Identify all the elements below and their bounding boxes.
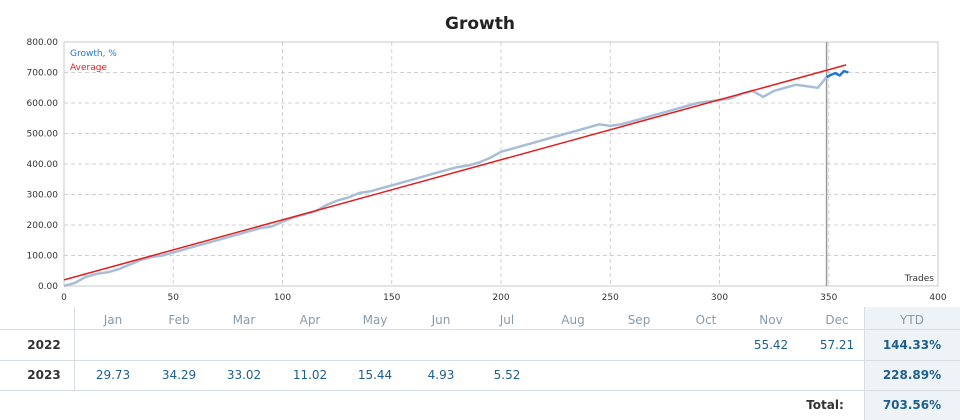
month-header: Dec [825, 313, 849, 327]
month-value: 34.29 [161, 368, 197, 382]
y-tick-label: 600.00 [27, 99, 59, 109]
month-header: Mar [232, 313, 256, 327]
monthly-growth-table: Jan Feb Mar Apr May Jun Jul Aug Sep Oct Nov Dec YTD 2… [0, 307, 960, 420]
y-tick-label: 500.00 [27, 130, 59, 140]
ytd-value: 228.89% [882, 368, 942, 382]
average-series-line [63, 64, 847, 281]
ytd-column-background [864, 307, 960, 420]
year-column-divider [74, 307, 75, 391]
ytd-header: YTD [900, 313, 924, 327]
ytd-value: 144.33% [882, 338, 942, 352]
x-tick-label: 0 [61, 293, 67, 303]
row-divider [0, 360, 960, 361]
axis-ticks: 0.00 100.00 200.00 300.00 400.00 500.00 600.00… [27, 38, 947, 303]
month-value: 11.02 [292, 368, 328, 382]
y-tick-label: 200.00 [27, 221, 59, 231]
y-tick-label: 100.00 [27, 252, 59, 262]
y-tick-label: 0.00 [38, 282, 58, 292]
legend-growth: Growth, % [70, 49, 117, 59]
month-value: 29.73 [95, 368, 131, 382]
x-tick-label: 100 [274, 293, 291, 303]
month-value: 4.93 [427, 368, 455, 382]
x-tick-label: 200 [492, 293, 509, 303]
x-tick-label: 250 [602, 293, 619, 303]
x-tick-label: 350 [820, 293, 837, 303]
total-label: Total: [806, 398, 844, 412]
month-value: 15.44 [357, 368, 393, 382]
row-divider [0, 390, 960, 391]
growth-series-line [63, 76, 828, 288]
month-header: Sep [627, 313, 651, 327]
growth-chart: 0.00 100.00 200.00 300.00 400.00 500.00 600.00… [27, 38, 947, 303]
month-value: 33.02 [226, 368, 262, 382]
month-header: Aug [561, 313, 585, 327]
series-lines [63, 64, 849, 288]
y-tick-label: 400.00 [27, 160, 59, 170]
month-value: 55.42 [753, 338, 789, 352]
month-header: Nov [759, 313, 783, 327]
total-value: 703.56% [882, 398, 942, 412]
month-header: Jun [431, 313, 451, 327]
y-tick-label: 700.00 [27, 69, 59, 79]
month-header: Oct [695, 313, 717, 327]
x-tick-label: 400 [929, 293, 946, 303]
chart-title: Growth [445, 14, 515, 34]
y-tick-label: 300.00 [27, 191, 59, 201]
month-value: 57.21 [819, 338, 855, 352]
x-axis-label: Trades [904, 274, 935, 284]
ytd-column-divider [864, 307, 865, 420]
year-label: 2023 [27, 368, 61, 382]
x-tick-label: 150 [383, 293, 400, 303]
month-value: 5.52 [493, 368, 521, 382]
month-header: May [362, 313, 388, 327]
grid-lines [64, 42, 938, 286]
year-label: 2022 [27, 338, 61, 352]
growth-recent-series-line [826, 69, 849, 79]
month-header: Jan [103, 313, 123, 327]
month-header: Apr [299, 313, 321, 327]
legend-average: Average [70, 63, 107, 73]
y-tick-label: 800.00 [27, 38, 59, 48]
header-divider [0, 329, 960, 330]
x-tick-label: 50 [168, 293, 180, 303]
month-header: Feb [168, 313, 190, 327]
month-header: Jul [499, 313, 515, 327]
x-tick-label: 300 [711, 293, 728, 303]
